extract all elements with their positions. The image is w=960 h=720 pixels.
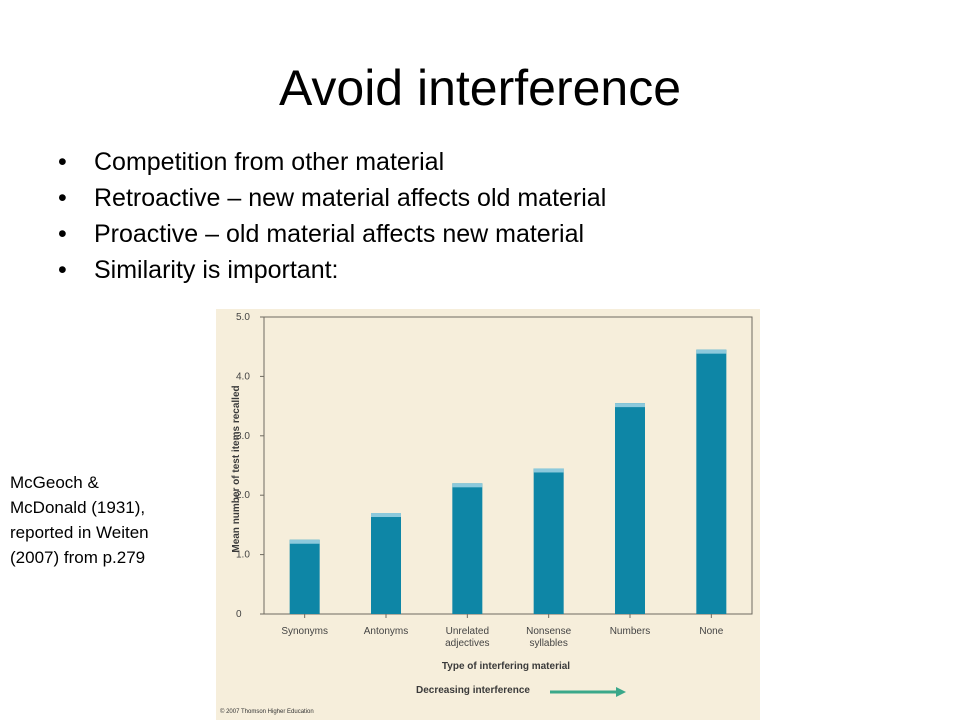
y-tick-label: 5.0 <box>236 312 250 323</box>
citation-line: McGeoch & <box>10 473 99 492</box>
bullet-item: • Retroactive – new material affects old … <box>58 180 606 216</box>
citation: McGeoch & McDonald (1931), reported in W… <box>10 470 215 570</box>
bar <box>452 483 483 614</box>
decreasing-interference-label: Decreasing interference <box>416 685 530 696</box>
bullet-list: • Competition from other material • Retroa… <box>58 144 606 288</box>
bar <box>371 513 401 614</box>
citation-line: reported in Weiten <box>10 523 149 542</box>
bar <box>696 349 727 614</box>
citation-line: (2007) from p.279 <box>10 548 146 567</box>
y-tick-label: 4.0 <box>236 371 250 382</box>
x-tick-label: Antonyms <box>364 626 408 637</box>
bullet-text: Proactive – old material affects new mat… <box>94 220 585 248</box>
slide-title: Avoid interference <box>278 60 682 116</box>
y-tick-label: 1.0 <box>236 550 250 561</box>
bar <box>615 403 645 614</box>
plot-frame <box>263 316 753 615</box>
bullet-dot: • <box>58 220 67 248</box>
bullet-dot: • <box>58 184 67 212</box>
bar-top <box>371 513 401 518</box>
bullet-text: Competition from other material <box>94 148 445 176</box>
chart-figure: 0 1.0 2.0 3.0 4.0 5.0 Synonyms Antonyms Unrelate… <box>216 309 760 720</box>
bar-top <box>533 468 564 473</box>
x-tick-label: None <box>699 626 723 637</box>
arrow-head <box>616 687 626 697</box>
x-tick-label: adjectives <box>445 638 489 649</box>
copyright-credit: © 2007 Thomson Higher Education <box>220 709 314 715</box>
bullet-item: • Proactive – old material affects new ma… <box>58 216 606 252</box>
bar-top <box>289 539 320 544</box>
bullet-dot: • <box>58 148 67 176</box>
bar <box>533 468 564 614</box>
citation-line: McDonald (1931), <box>10 498 146 517</box>
bar-top <box>696 349 727 354</box>
y-axis-label: Mean number of test items recalled <box>231 385 242 553</box>
x-tick-label: Synonyms <box>281 626 328 637</box>
x-axis-label: Type of interfering material <box>441 661 571 672</box>
bullet-text: Similarity is important: <box>94 256 339 284</box>
x-tick-label: Nonsense <box>526 626 571 637</box>
y-tick-label: 2.0 <box>236 490 250 501</box>
bar-chart: 0 1.0 2.0 3.0 4.0 5.0 Synonyms Antonyms Unrelate… <box>236 312 753 697</box>
bar-top <box>452 483 483 488</box>
bar <box>289 539 320 614</box>
y-tick-label: 0 <box>236 609 242 620</box>
x-tick-label: syllables <box>529 638 567 649</box>
y-axis-label-wrap: Mean number of test items recalled <box>230 319 244 619</box>
y-tick-label: 3.0 <box>236 431 250 442</box>
bullet-dot: • <box>58 256 67 284</box>
bullet-item: • Competition from other material <box>58 144 606 180</box>
bullet-item: • Similarity is important: <box>58 252 606 288</box>
x-tick-label: Numbers <box>610 626 651 637</box>
bullet-text: Retroactive – new material affects old m… <box>94 184 607 212</box>
x-tick-label: Unrelated <box>446 626 489 637</box>
bar-top <box>615 403 645 408</box>
